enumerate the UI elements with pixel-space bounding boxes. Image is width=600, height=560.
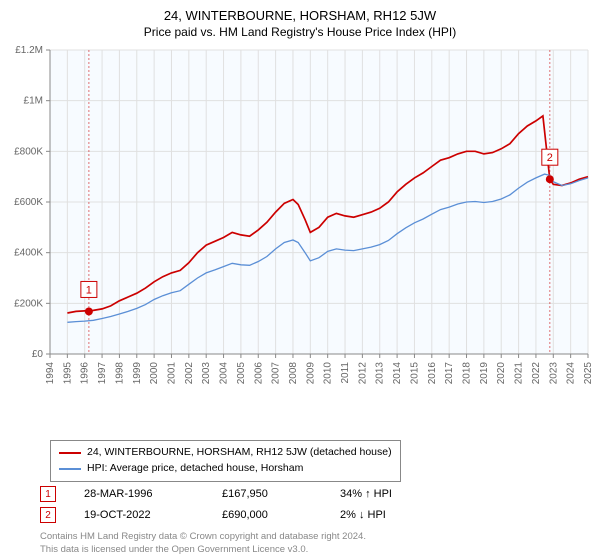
- svg-text:1: 1: [86, 284, 92, 296]
- svg-text:2020: 2020: [496, 362, 507, 385]
- chart-title: 24, WINTERBOURNE, HORSHAM, RH12 5JW: [0, 0, 600, 23]
- svg-text:2019: 2019: [479, 362, 490, 385]
- event-delta: 34% ↑ HPI: [340, 488, 430, 500]
- svg-text:£600K: £600K: [14, 197, 43, 208]
- svg-text:2021: 2021: [514, 362, 525, 385]
- event-date: 19-OCT-2022: [84, 509, 194, 521]
- event-list: 1 28-MAR-1996 £167,950 34% ↑ HPI 2 19-OCT-202…: [40, 486, 430, 528]
- svg-text:£400K: £400K: [14, 248, 43, 259]
- legend-item: HPI: Average price, detached house, Hors…: [59, 461, 392, 477]
- svg-text:2018: 2018: [462, 362, 473, 385]
- svg-text:1998: 1998: [114, 362, 125, 385]
- legend-label: 24, WINTERBOURNE, HORSHAM, RH12 5JW (det…: [87, 445, 392, 461]
- svg-text:2: 2: [547, 152, 553, 164]
- svg-text:£200K: £200K: [14, 298, 43, 309]
- svg-text:1996: 1996: [80, 362, 91, 385]
- price-chart-svg: £0 £200K £400K £600K £800K £1M £1.2M 1994 1995 19…: [0, 44, 600, 404]
- svg-text:£800K: £800K: [14, 146, 43, 157]
- event-price: £690,000: [222, 509, 312, 521]
- legend-swatch: [59, 452, 81, 454]
- chart-legend: 24, WINTERBOURNE, HORSHAM, RH12 5JW (det…: [50, 440, 401, 482]
- svg-text:2015: 2015: [409, 362, 420, 385]
- svg-text:2006: 2006: [253, 362, 264, 385]
- svg-text:1999: 1999: [132, 362, 143, 385]
- event-row: 2 19-OCT-2022 £690,000 2% ↓ HPI: [40, 507, 430, 523]
- svg-text:2008: 2008: [288, 362, 299, 385]
- svg-text:2012: 2012: [357, 362, 368, 385]
- svg-text:2013: 2013: [375, 362, 386, 385]
- footer-line-1: Contains HM Land Registry data © Crown c…: [40, 531, 366, 543]
- event-date: 28-MAR-1996: [84, 488, 194, 500]
- svg-text:2011: 2011: [340, 362, 351, 384]
- legend-item: 24, WINTERBOURNE, HORSHAM, RH12 5JW (det…: [59, 445, 392, 461]
- svg-text:1994: 1994: [45, 362, 56, 385]
- svg-text:2017: 2017: [444, 362, 455, 385]
- svg-text:2001: 2001: [166, 362, 177, 385]
- legend-label: HPI: Average price, detached house, Hors…: [87, 461, 303, 477]
- event-row: 1 28-MAR-1996 £167,950 34% ↑ HPI: [40, 486, 430, 502]
- svg-text:£1.2M: £1.2M: [15, 45, 43, 56]
- legend-swatch: [59, 468, 81, 470]
- svg-text:2004: 2004: [219, 362, 230, 385]
- svg-text:2016: 2016: [427, 362, 438, 385]
- event-delta: 2% ↓ HPI: [340, 509, 430, 521]
- svg-text:2010: 2010: [323, 362, 334, 385]
- svg-text:1997: 1997: [97, 362, 108, 385]
- svg-text:£1M: £1M: [24, 96, 43, 107]
- svg-text:2014: 2014: [392, 362, 403, 385]
- chart-subtitle: Price paid vs. HM Land Registry's House …: [0, 23, 600, 43]
- svg-text:2000: 2000: [149, 362, 160, 385]
- svg-text:2022: 2022: [531, 362, 542, 385]
- event-price: £167,950: [222, 488, 312, 500]
- chart-area: £0 £200K £400K £600K £800K £1M £1.2M 1994 1995 19…: [0, 44, 600, 404]
- svg-text:2025: 2025: [583, 362, 594, 385]
- svg-text:2005: 2005: [236, 362, 247, 385]
- svg-text:2003: 2003: [201, 362, 212, 385]
- svg-text:2024: 2024: [566, 362, 577, 385]
- event-marker-box: 1: [40, 486, 56, 502]
- svg-text:£0: £0: [32, 349, 44, 360]
- svg-text:2007: 2007: [271, 362, 282, 385]
- event-marker-box: 2: [40, 507, 56, 523]
- svg-text:2009: 2009: [305, 362, 316, 385]
- svg-text:2023: 2023: [548, 362, 559, 385]
- svg-text:1995: 1995: [62, 362, 73, 385]
- svg-text:2002: 2002: [184, 362, 195, 385]
- footer-line-2: This data is licensed under the Open Gov…: [40, 544, 366, 556]
- footer-attribution: Contains HM Land Registry data © Crown c…: [40, 531, 366, 556]
